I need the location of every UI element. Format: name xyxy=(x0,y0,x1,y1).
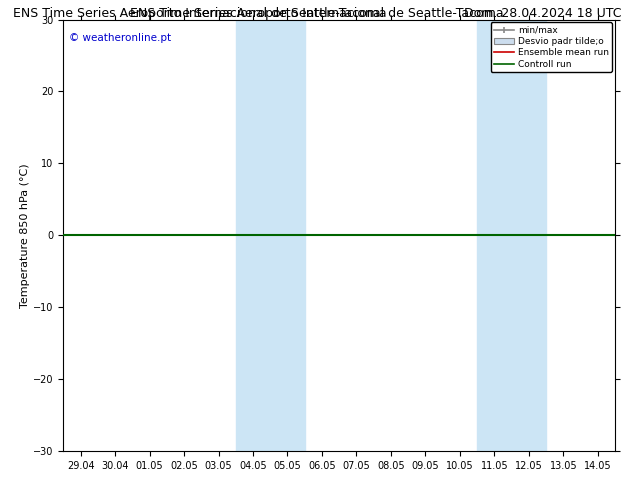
Text: ENS Time Series Aeroporto Internacional de Seattle-Tacoma: ENS Time Series Aeroporto Internacional … xyxy=(13,7,386,21)
Y-axis label: Temperature 850 hPa (°C): Temperature 850 hPa (°C) xyxy=(20,163,30,308)
Text: Dom. 28.04.2024 18 UTC: Dom. 28.04.2024 18 UTC xyxy=(464,7,621,21)
Legend: min/max, Desvio padr tilde;o, Ensemble mean run, Controll run: min/max, Desvio padr tilde;o, Ensemble m… xyxy=(491,23,612,73)
Bar xyxy=(477,20,546,451)
Bar xyxy=(236,20,305,451)
Text: ENS Time Series Aeroporto Internacional de Seattle-Tacoma: ENS Time Series Aeroporto Internacional … xyxy=(130,7,504,21)
Text: © weatheronline.pt: © weatheronline.pt xyxy=(69,32,171,43)
